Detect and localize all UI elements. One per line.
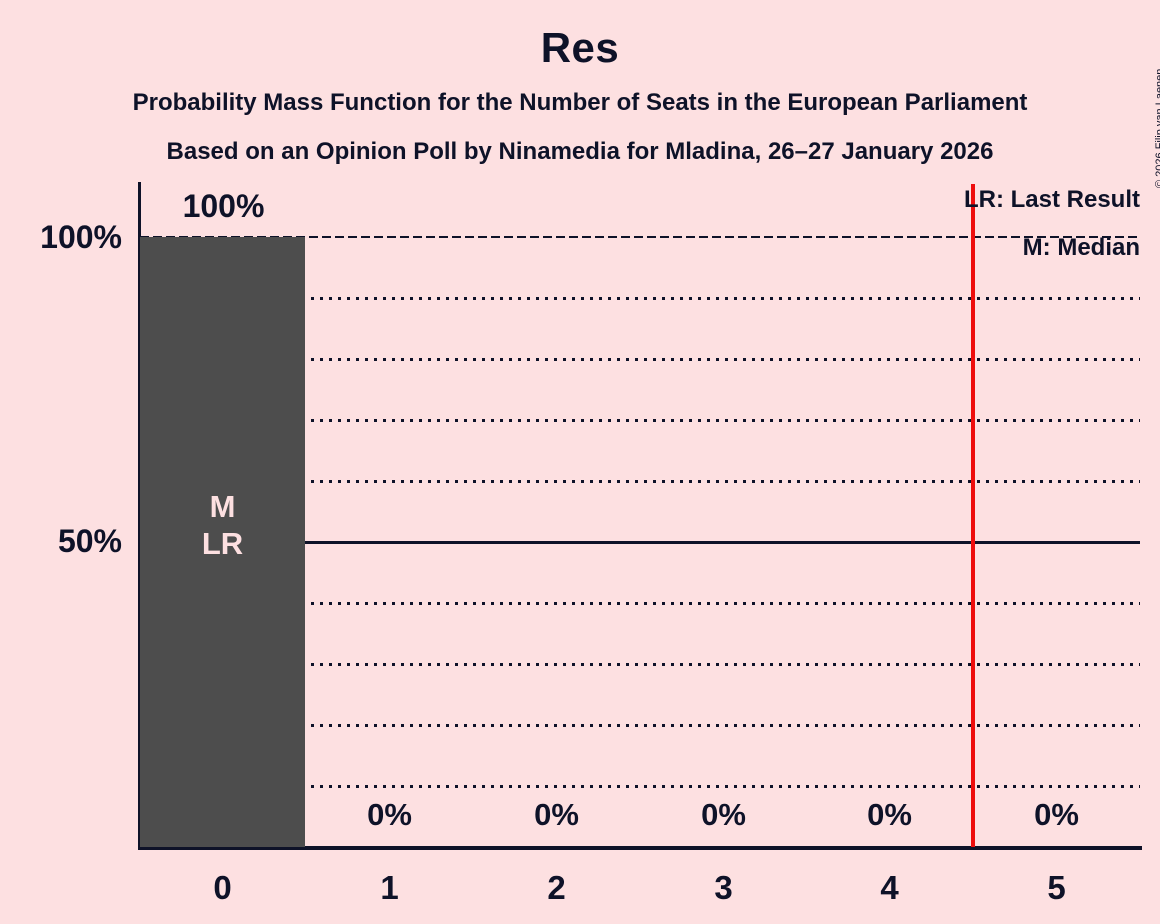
chart-title: Res xyxy=(540,24,620,71)
y-tick-label-100: 100% xyxy=(40,219,122,255)
bar-median-lastresult-annotation: M LR xyxy=(201,489,244,561)
x-tick-label-4: 4 xyxy=(880,869,899,906)
x-tick-label-0: 0 xyxy=(213,869,232,906)
value-label-seats-0: 100% xyxy=(182,188,265,224)
copyright-notice: © 2026 Filip van Laenen xyxy=(1154,68,1160,188)
gridline-70pct xyxy=(140,419,1140,422)
gridline-60pct xyxy=(140,480,1140,483)
gridline-80pct xyxy=(140,358,1140,361)
chart-subtitle: Probability Mass Function for the Number… xyxy=(132,89,1028,116)
y-axis-line xyxy=(138,182,141,849)
x-tick-label-2: 2 xyxy=(547,869,566,906)
bar-seats-0 xyxy=(140,237,305,847)
gridline-90pct xyxy=(140,297,1140,300)
value-label-seats-1: 0% xyxy=(367,797,412,832)
x-tick-label-3: 3 xyxy=(714,869,733,906)
gridline-40pct xyxy=(140,602,1140,605)
value-label-seats-3: 0% xyxy=(701,797,746,832)
x-tick-label-5: 5 xyxy=(1047,869,1066,906)
gridline-20pct xyxy=(140,724,1140,727)
x-axis-line xyxy=(138,846,1142,850)
legend-median: M: Median xyxy=(1022,234,1140,261)
chart-source-line: Based on an Opinion Poll by Ninamedia fo… xyxy=(166,138,994,165)
gridline-30pct xyxy=(140,663,1140,666)
gridline-50pct xyxy=(140,541,1140,544)
y-tick-label-50: 50% xyxy=(57,523,122,559)
x-tick-label-1: 1 xyxy=(380,869,399,906)
gridline-10pct xyxy=(140,785,1140,788)
legend-last-result: LR: Last Result xyxy=(963,186,1140,213)
gridline-100pct xyxy=(140,236,1140,238)
value-label-seats-5: 0% xyxy=(1034,797,1079,832)
majority-threshold-line xyxy=(971,184,975,847)
value-label-seats-2: 0% xyxy=(534,797,579,832)
value-label-seats-4: 0% xyxy=(867,797,912,832)
